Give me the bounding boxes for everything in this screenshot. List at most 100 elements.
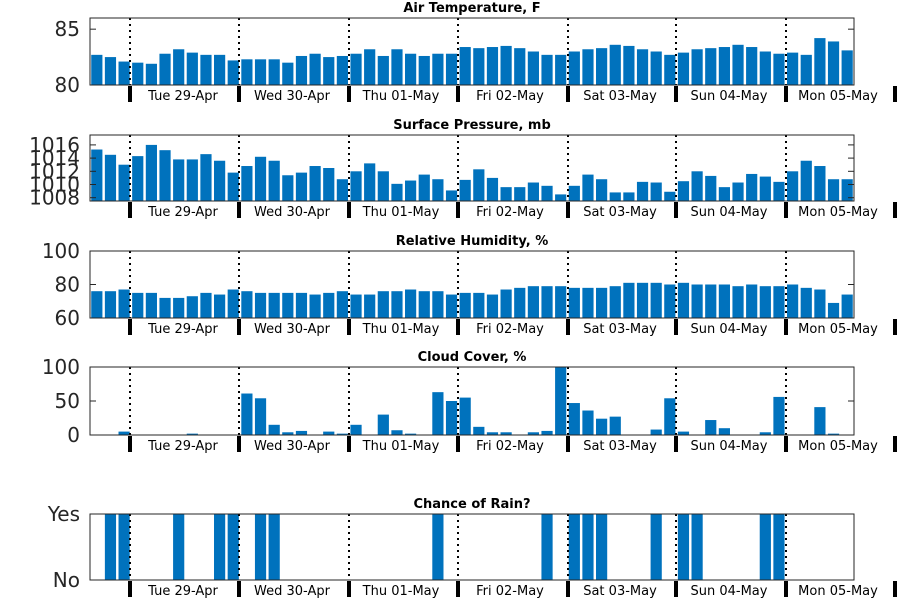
x-tick-mark [128, 202, 132, 218]
x-tick-mark [456, 581, 460, 597]
bar [800, 54, 812, 85]
bar [282, 175, 294, 201]
x-tick-mark [347, 436, 351, 452]
bar [541, 286, 553, 318]
bar [309, 53, 321, 85]
bar [636, 181, 649, 201]
bar [432, 53, 444, 85]
bar [91, 291, 103, 318]
bar [282, 292, 294, 319]
x-tick-mark [893, 86, 897, 102]
bar [295, 55, 308, 85]
bar [418, 55, 430, 85]
bar [705, 175, 717, 201]
bar [336, 55, 348, 85]
bar [377, 55, 389, 85]
y-tick-label: No [53, 568, 80, 592]
bar [568, 185, 580, 201]
bar [568, 287, 580, 318]
bar [254, 156, 267, 201]
bar [459, 397, 471, 435]
x-day-label: Sat 03-May [583, 439, 657, 454]
bar [364, 163, 376, 201]
axes-frame [89, 513, 855, 581]
bar [145, 63, 157, 85]
bar [227, 60, 239, 85]
bar [514, 48, 526, 85]
bar [691, 284, 703, 318]
bar [623, 282, 635, 318]
bar [841, 179, 853, 201]
x-tick-mark [456, 319, 460, 335]
panel-3: 60 80 100 Relative Humidity, % Tue 29-Apr Wed… [42, 234, 897, 337]
bar [486, 47, 499, 85]
bar [186, 159, 198, 201]
y-tick-label: 85 [55, 17, 80, 41]
bar [596, 48, 608, 85]
bar [773, 514, 785, 580]
bar [254, 514, 267, 580]
bar [486, 432, 499, 435]
bar [432, 514, 444, 580]
bar [186, 52, 198, 85]
bar [773, 53, 785, 85]
bar [459, 47, 471, 85]
bar [691, 171, 703, 201]
bar [582, 410, 594, 435]
bar [268, 59, 280, 85]
bar [350, 53, 362, 85]
bar [677, 181, 690, 201]
bar [527, 51, 539, 85]
bar [555, 194, 567, 201]
bar [214, 54, 226, 85]
x-day-label: Tue 29-Apr [147, 439, 218, 454]
bar [377, 414, 389, 435]
bar [254, 59, 267, 85]
panel-title: Air Temperature, F [403, 1, 540, 16]
bar [787, 52, 799, 85]
bar [827, 41, 840, 85]
bar [759, 51, 771, 85]
bar [705, 284, 717, 318]
bar [650, 429, 662, 435]
bar [582, 49, 594, 85]
bar [391, 291, 403, 318]
bar [118, 431, 130, 435]
bar [568, 514, 580, 580]
x-tick-mark [893, 202, 897, 218]
bar [309, 166, 321, 201]
x-tick-mark [784, 581, 788, 597]
bar [827, 179, 840, 201]
bar [405, 180, 417, 201]
x-day-label: Wed 30-Apr [254, 205, 331, 220]
y-tick-label: 50 [55, 389, 80, 413]
x-tick-mark [784, 319, 788, 335]
bar [104, 154, 117, 201]
bar [227, 289, 239, 318]
x-tick-mark [893, 581, 897, 597]
bar [214, 294, 226, 318]
bar [746, 173, 758, 201]
bar [555, 54, 567, 85]
bar [295, 430, 308, 435]
x-day-label: Fri 02-May [476, 439, 544, 454]
bar [596, 287, 608, 318]
bar [486, 177, 499, 201]
x-tick-mark [566, 86, 570, 102]
x-tick-mark [566, 436, 570, 452]
x-tick-mark [347, 581, 351, 597]
bar [841, 50, 853, 85]
y-tick-label: 60 [55, 306, 80, 330]
bar [541, 54, 553, 85]
bar [650, 182, 662, 201]
bar [527, 182, 539, 201]
bar [173, 514, 185, 580]
axes-frame [89, 17, 855, 86]
bar [200, 154, 212, 201]
bar [527, 286, 539, 318]
x-tick-mark [674, 86, 678, 102]
bar [268, 424, 280, 435]
bar [473, 426, 485, 435]
x-tick-mark [237, 319, 241, 335]
